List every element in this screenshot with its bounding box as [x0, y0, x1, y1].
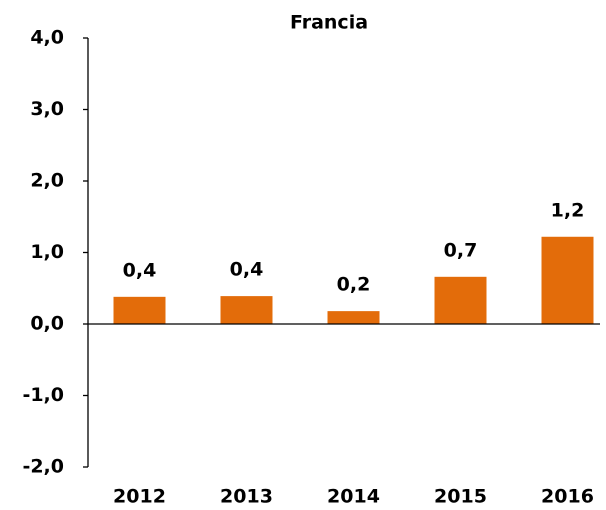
y-tick-label: 1,0	[30, 241, 64, 263]
bar	[220, 296, 273, 324]
chart-title: Francia	[290, 12, 368, 34]
data-label: 1,2	[551, 199, 585, 221]
bar	[113, 296, 166, 324]
y-tick-label: 4,0	[30, 27, 64, 49]
y-tick-label: 2,0	[30, 170, 64, 192]
y-tick-label: 0,0	[30, 313, 64, 335]
data-label: 0,7	[444, 239, 478, 261]
bar	[327, 311, 380, 324]
y-tick-label: 3,0	[30, 98, 64, 120]
x-tick-label: 2013	[220, 486, 273, 508]
y-tick-label: -1,0	[22, 384, 64, 406]
x-tick-label: 2012	[113, 486, 166, 508]
data-label: 0,4	[123, 259, 157, 281]
bar	[541, 236, 594, 324]
x-tick-label: 2014	[327, 486, 380, 508]
x-tick-label: 2016	[541, 486, 594, 508]
data-label: 0,2	[337, 274, 371, 296]
bar	[434, 276, 487, 324]
data-label: 0,4	[230, 259, 264, 281]
x-tick-label: 2015	[434, 486, 487, 508]
y-tick-label: -2,0	[22, 456, 64, 478]
